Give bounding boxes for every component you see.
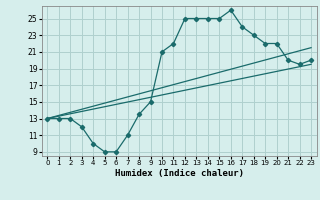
X-axis label: Humidex (Indice chaleur): Humidex (Indice chaleur): [115, 169, 244, 178]
